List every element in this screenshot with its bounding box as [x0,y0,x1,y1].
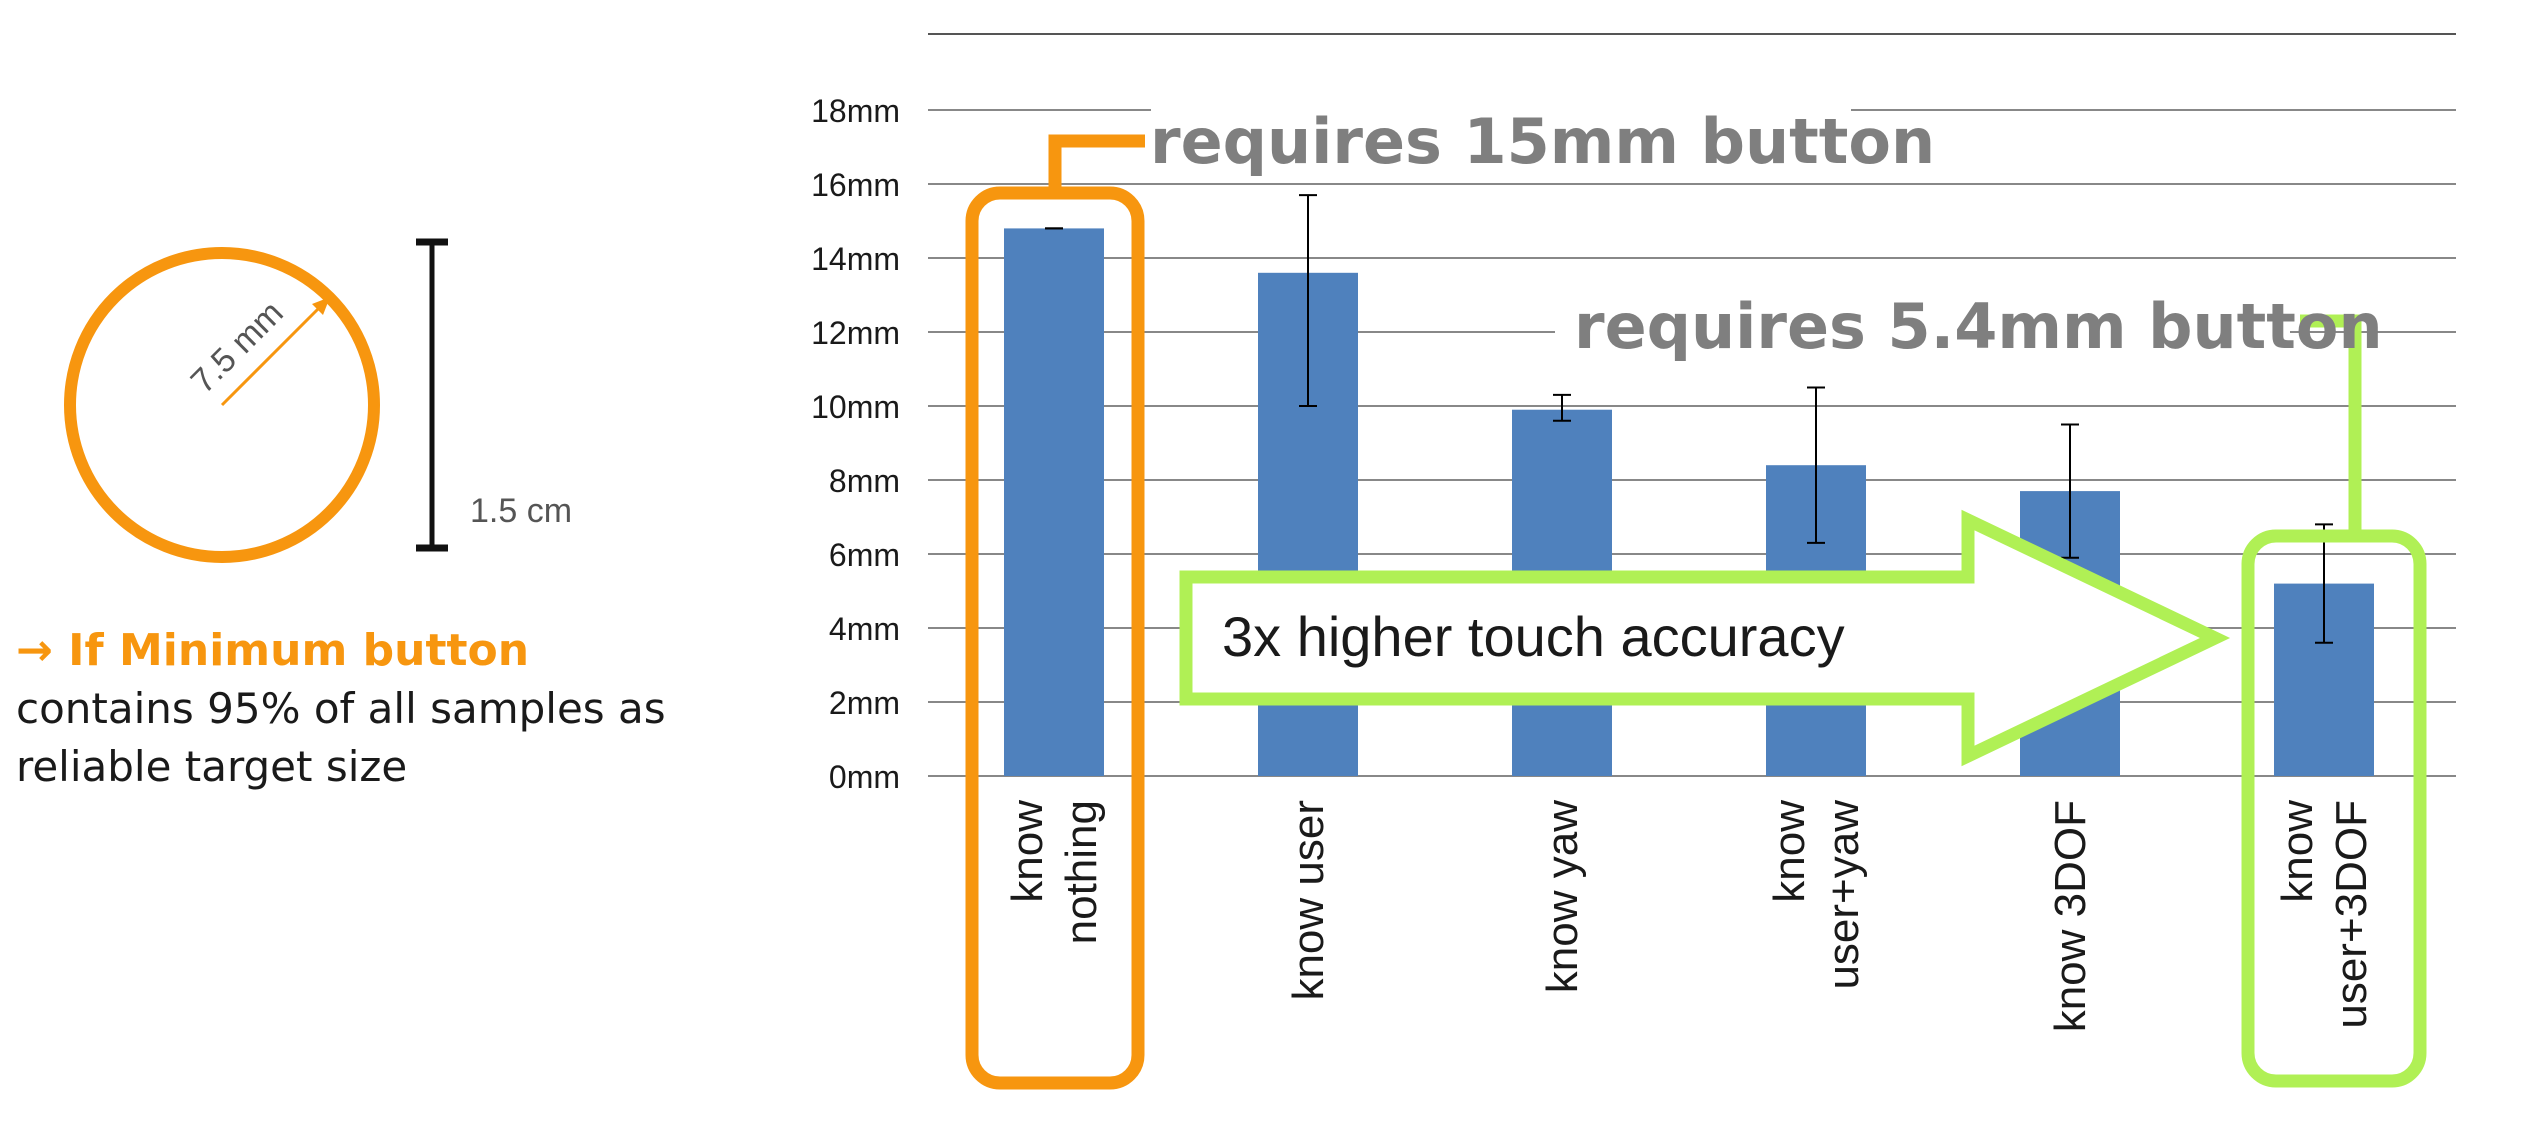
x-tick-label: know [1003,800,1052,903]
green-callout: requires 5.4mm button 3x higher touch ac… [1179,289,2427,1088]
orange-callout-text: requires 15mm button [1150,105,1935,178]
x-tick-label: know yaw [1538,800,1587,993]
green-connector [2300,314,2362,536]
green-callout-text: requires 5.4mm button [1574,290,2383,363]
green-callout-backdrop [1555,289,2290,363]
diameter-label: 1.5 cm [470,492,572,530]
x-tick-label: know user [1284,800,1333,1001]
y-tick-label: 6mm [829,537,900,573]
accuracy-arrow-text: 3x higher touch accuracy [1222,605,1845,668]
x-tick-label: nothing [1057,800,1106,944]
x-tick-label: user+3DOF [2327,800,2376,1029]
y-tick-label: 12mm [811,315,900,351]
accuracy-arrow-icon [1179,509,2231,767]
y-tick-label: 14mm [811,241,900,277]
y-axis-ticks: 0mm 2mm 4mm 6mm 8mm 10mm 12mm 14mm 16mm 18mm [811,93,900,795]
y-tick-label: 10mm [811,389,900,425]
y-tick-label: 8mm [829,463,900,499]
y-tick-label: 2mm [829,685,900,721]
y-tick-label: 18mm [811,93,900,129]
x-tick-label: user+yaw [1819,800,1868,990]
error-bars [1045,194,2333,644]
bar [1004,228,1104,776]
y-tick-label: 16mm [811,167,900,203]
x-tick-label: know [2273,800,2322,903]
x-tick-label: know 3DOF [2046,800,2095,1032]
radius-label: 7.5 mm [184,294,291,401]
orange-callout: requires 15mm button [965,105,1935,1090]
y-tick-label: 0mm [829,759,900,795]
button-circle [64,247,380,563]
x-axis-labels: know nothing know user know yaw know user+yaw… [1003,800,2376,1033]
y-tick-label: 4mm [829,611,900,647]
green-highlight-box [2241,529,2427,1088]
x-tick-label: know [1765,800,1814,903]
radius-arrowhead-icon [312,297,330,315]
orange-connector [1048,134,1145,193]
orange-callout-backdrop [1151,106,1851,180]
radius-line [220,297,330,407]
button-size-diagram: 7.5 mm 1.5 cm [64,238,572,563]
note-body: contains 95% of all samples as reliable … [16,684,666,791]
takeaway-note: → If Minimum button contains 95% of all … [16,622,776,796]
note-title: → If Minimum button [16,625,530,676]
